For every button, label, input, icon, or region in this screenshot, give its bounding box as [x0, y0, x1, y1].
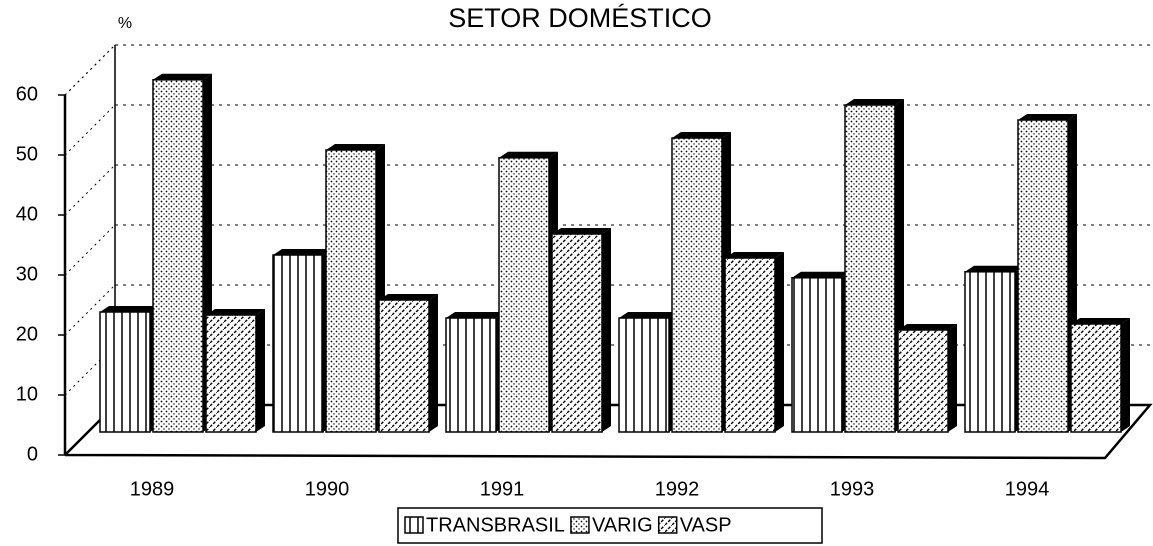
bar-top — [499, 151, 558, 158]
y-tick-label: 50 — [16, 143, 38, 165]
bar — [378, 299, 430, 433]
bar-top — [898, 324, 957, 330]
bar-side — [1121, 318, 1130, 432]
bar-side — [256, 309, 265, 432]
bar — [205, 314, 257, 433]
bar-top — [326, 144, 385, 150]
x-tick-label: 1991 — [480, 478, 525, 500]
bar-top — [273, 249, 332, 255]
bar — [1017, 119, 1069, 433]
y-tick-label: 10 — [16, 383, 38, 405]
bar — [671, 137, 723, 433]
bar — [844, 104, 896, 433]
bar — [964, 271, 1016, 433]
grid-line — [64, 224, 116, 276]
bar — [724, 257, 776, 433]
bar-top — [379, 294, 438, 300]
bar — [897, 329, 949, 433]
bar — [551, 233, 603, 433]
x-tick-label: 1989 — [130, 478, 175, 500]
chart-title: SETOR DOMÉSTICO — [448, 3, 712, 33]
bar — [498, 157, 550, 433]
y-tick-label: 40 — [16, 203, 38, 225]
legend-label: VASP — [680, 514, 732, 536]
grid-line — [64, 104, 116, 156]
legend-label: VARIG — [592, 514, 653, 536]
y-tick-label: 30 — [16, 263, 38, 285]
bar — [152, 79, 204, 433]
legend-swatch — [570, 516, 590, 534]
bar — [325, 149, 377, 433]
bar-top — [1018, 114, 1077, 120]
bar-top — [792, 271, 851, 278]
x-tick-label: 1992 — [655, 478, 700, 500]
legend — [397, 507, 823, 544]
bar-top — [206, 309, 265, 315]
bar — [618, 317, 670, 433]
bar-top — [153, 73, 212, 80]
x-tick-label: 1990 — [305, 478, 350, 500]
legend-swatch — [657, 516, 678, 534]
bar-side — [775, 252, 784, 432]
bar-top — [446, 312, 505, 318]
bar — [99, 311, 151, 433]
y-tick-label: 0 — [27, 443, 38, 465]
bar-side — [602, 228, 611, 432]
bar-top — [845, 99, 904, 105]
x-tick-label: 1993 — [830, 478, 875, 500]
bar-top — [619, 312, 678, 318]
bar-top — [1071, 318, 1130, 324]
legend-swatch — [404, 516, 424, 534]
bar — [791, 277, 843, 433]
bar-side — [429, 294, 438, 432]
bar-top — [100, 306, 159, 312]
grid-line — [64, 164, 116, 216]
legend-label: TRANSBRASIL — [426, 514, 565, 536]
bar-top — [965, 265, 1024, 272]
bar — [1070, 323, 1122, 433]
bar-side — [948, 324, 957, 432]
bar-top — [552, 228, 611, 234]
bar — [445, 317, 497, 433]
y-tick-label: 20 — [16, 323, 38, 345]
bar — [272, 254, 324, 433]
bar-top — [725, 252, 784, 258]
grid-line — [64, 44, 116, 96]
x-tick-label: 1994 — [1005, 478, 1050, 500]
y-tick-label: 60 — [16, 83, 38, 105]
y-axis-label: % — [118, 15, 132, 32]
bar-top — [672, 132, 731, 138]
